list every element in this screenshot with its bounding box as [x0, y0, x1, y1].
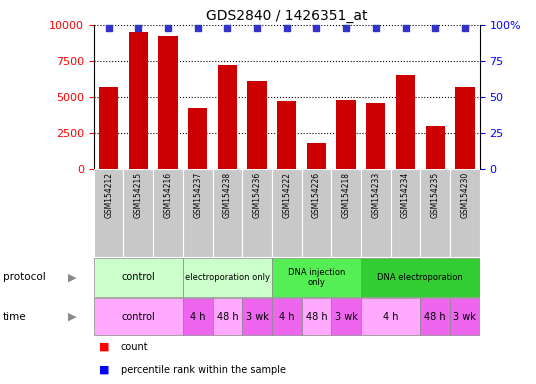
Point	[223, 25, 232, 31]
Bar	[337, 100, 356, 169]
Bar	[420, 298, 450, 335]
Bar	[213, 169, 242, 257]
Text: 48 h: 48 h	[425, 312, 446, 322]
Text: GSM154216: GSM154216	[163, 172, 173, 218]
Text: GSM154237: GSM154237	[193, 172, 202, 218]
Point	[431, 25, 440, 31]
Bar	[361, 258, 480, 297]
Bar	[272, 258, 361, 297]
Text: control: control	[122, 312, 155, 322]
Bar	[302, 169, 331, 257]
Bar	[361, 298, 420, 335]
Bar	[242, 169, 272, 257]
Bar	[218, 65, 237, 169]
Bar	[302, 298, 331, 335]
Bar	[420, 169, 450, 257]
Text: percentile rank within the sample: percentile rank within the sample	[121, 365, 286, 375]
Bar	[123, 169, 153, 257]
Bar	[158, 36, 177, 169]
Bar	[94, 169, 123, 257]
Bar	[426, 126, 445, 169]
Bar	[129, 32, 148, 169]
Point	[163, 25, 172, 31]
Text: GSM154235: GSM154235	[431, 172, 440, 218]
Text: 4 h: 4 h	[383, 312, 398, 322]
Text: GSM154236: GSM154236	[252, 172, 262, 218]
Text: time: time	[3, 312, 26, 322]
Point	[342, 25, 351, 31]
Point	[105, 25, 113, 31]
Text: GSM154218: GSM154218	[341, 172, 351, 218]
Text: 4 h: 4 h	[279, 312, 294, 322]
Bar	[307, 143, 326, 169]
Text: DNA electroporation: DNA electroporation	[377, 273, 463, 282]
Bar	[450, 169, 480, 257]
Text: 48 h: 48 h	[217, 312, 238, 322]
Bar	[366, 103, 385, 169]
Bar	[331, 169, 361, 257]
Text: ■: ■	[99, 365, 110, 375]
Text: GSM154234: GSM154234	[401, 172, 410, 218]
Text: electroporation only: electroporation only	[185, 273, 270, 282]
Text: protocol: protocol	[3, 272, 46, 283]
Text: GSM154212: GSM154212	[104, 172, 113, 218]
Point	[253, 25, 262, 31]
Bar	[331, 298, 361, 335]
Bar	[455, 87, 474, 169]
Bar	[396, 75, 415, 169]
Bar	[94, 258, 183, 297]
Text: ▶: ▶	[68, 272, 77, 283]
Text: ▶: ▶	[68, 312, 77, 322]
Point	[282, 25, 291, 31]
Bar	[153, 169, 183, 257]
Point	[460, 25, 469, 31]
Text: GSM154233: GSM154233	[371, 172, 381, 218]
Title: GDS2840 / 1426351_at: GDS2840 / 1426351_at	[206, 8, 368, 23]
Point	[193, 25, 202, 31]
Bar	[183, 298, 213, 335]
Text: GSM154230: GSM154230	[460, 172, 470, 218]
Text: GSM154226: GSM154226	[312, 172, 321, 218]
Point	[312, 25, 321, 31]
Text: 3 wk: 3 wk	[453, 312, 477, 322]
Bar	[183, 169, 213, 257]
Text: 3 wk: 3 wk	[245, 312, 269, 322]
Bar	[213, 298, 242, 335]
Point	[371, 25, 380, 31]
Bar	[361, 169, 391, 257]
Bar	[391, 169, 420, 257]
Bar	[242, 298, 272, 335]
Bar	[99, 87, 118, 169]
Text: 48 h: 48 h	[306, 312, 327, 322]
Bar	[183, 258, 272, 297]
Text: DNA injection
only: DNA injection only	[288, 268, 345, 287]
Bar	[272, 169, 302, 257]
Bar	[94, 298, 183, 335]
Text: 3 wk: 3 wk	[334, 312, 358, 322]
Text: control: control	[122, 272, 155, 283]
Text: GSM154238: GSM154238	[223, 172, 232, 218]
Bar	[272, 298, 302, 335]
Point	[401, 25, 410, 31]
Text: count: count	[121, 342, 148, 352]
Text: GSM154222: GSM154222	[282, 172, 291, 218]
Text: ■: ■	[99, 342, 110, 352]
Bar	[277, 101, 296, 169]
Bar	[248, 81, 267, 169]
Bar	[450, 298, 480, 335]
Text: 4 h: 4 h	[190, 312, 205, 322]
Bar	[188, 108, 207, 169]
Point	[134, 25, 143, 31]
Text: GSM154215: GSM154215	[134, 172, 143, 218]
